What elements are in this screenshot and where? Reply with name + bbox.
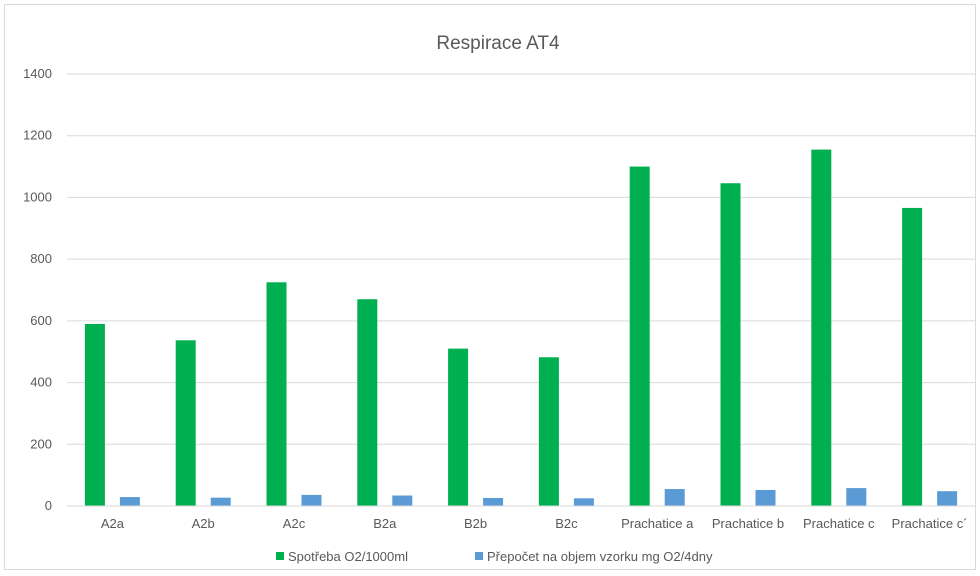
bar-prepocet-9 [937,491,958,506]
x-category-label: A2a [101,516,125,531]
x-axis-categories: A2a A2b A2c B2a B2b B2c Prachatice a Prachatice… [101,516,968,531]
bar-prepocet-4 [483,497,504,506]
y-tick-label: 1000 [23,189,52,204]
x-category-label: B2b [464,516,487,531]
y-axis-ticks: 0 200 400 600 800 1000 1200 1400 [23,66,52,513]
x-category-label: Prachatice c [803,516,875,531]
bars [84,149,958,507]
gridlines [67,73,975,445]
x-category-label: B2c [555,516,578,531]
legend-swatch-spotreba [276,552,284,560]
y-tick-label: 200 [30,436,52,451]
bar-spotreba-3 [357,299,378,506]
bar-prepocet-6 [664,489,685,506]
legend-label-spotreba: Spotřeba O2/1000ml [288,549,408,564]
bar-spotreba-7 [720,183,741,506]
bar-prepocet-2 [301,494,322,506]
y-tick-label: 800 [30,251,52,266]
bar-spotreba-9 [902,207,923,507]
legend-swatch-prepocet [475,552,483,560]
bar-spotreba-0 [84,323,105,506]
bar-prepocet-0 [119,497,140,506]
bar-spotreba-2 [266,282,287,506]
chart-title: Respirace AT4 [436,33,560,54]
x-category-label: Prachatice c´ [892,516,968,531]
bar-spotreba-1 [175,340,196,506]
bar-spotreba-8 [811,149,832,506]
bar-spotreba-6 [629,166,650,507]
legend-label-prepocet: Přepočet na objem vzorku mg O2/4dny [487,549,713,564]
x-category-label: B2a [373,516,397,531]
x-category-label: A2c [283,516,306,531]
bar-spotreba-4 [448,348,469,506]
bar-prepocet-8 [846,488,867,506]
bar-prepocet-5 [573,498,594,506]
y-tick-label: 1200 [23,128,52,143]
y-tick-label: 600 [30,313,52,328]
bar-prepocet-1 [210,497,231,506]
bar-prepocet-7 [755,489,776,506]
bar-spotreba-5 [538,357,559,506]
x-category-label: Prachatice b [712,516,784,531]
x-category-label: A2b [192,516,215,531]
legend: Spotřeba O2/1000ml Přepočet na objem vzo… [276,549,713,564]
y-tick-label: 1400 [23,66,52,81]
x-category-label: Prachatice a [621,516,694,531]
y-tick-label: 0 [45,498,52,513]
y-tick-label: 400 [30,375,52,390]
bar-prepocet-3 [392,495,413,506]
